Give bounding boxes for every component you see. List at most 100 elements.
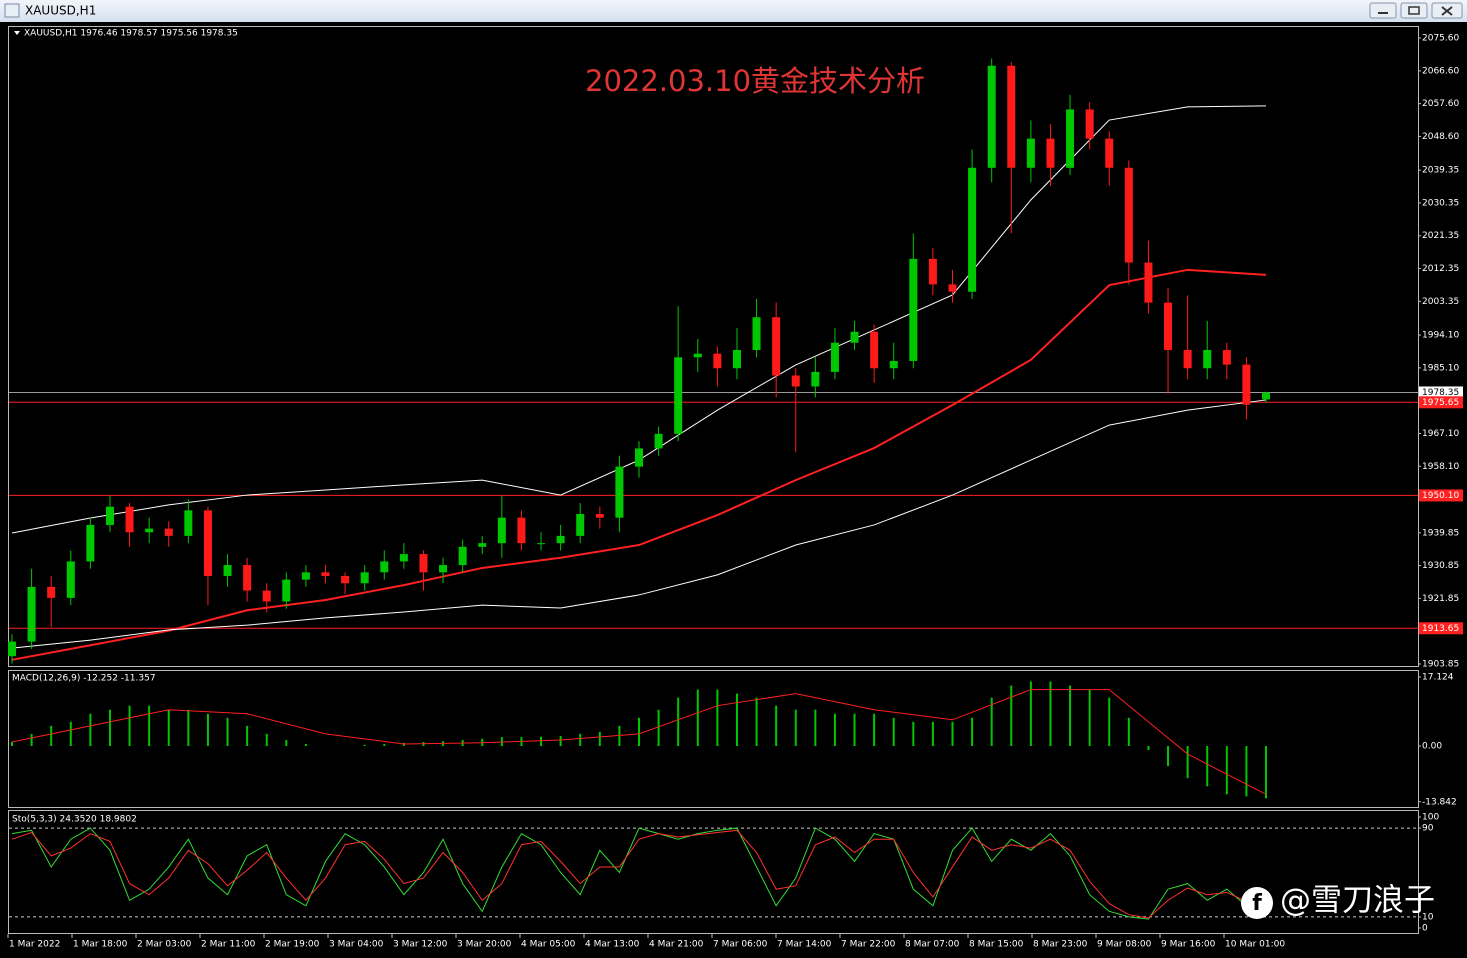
candle-body [654,433,663,449]
x-tick-label: 3 Mar 12:00 [393,940,448,950]
candle-body [105,506,114,525]
level-box [1419,622,1463,635]
candle-body [399,554,408,562]
y-tick-label: 2012.35 [1422,264,1459,274]
candle-body [439,565,448,573]
candle-body [86,524,95,562]
price-header: XAUUSD,H1 1976.46 1978.57 1975.56 1978.3… [24,29,238,39]
y-tick-label: 1903.85 [1422,659,1459,669]
x-tick-label: 7 Mar 14:00 [777,940,832,950]
y-tick-label: 17.124 [1422,672,1454,682]
candle-body [301,572,310,580]
main-panel-frame [8,26,1419,667]
candle-body [517,517,526,544]
x-tick-label: 3 Mar 04:00 [329,940,384,950]
x-tick-label: 7 Mar 22:00 [841,940,896,950]
x-tick-label: 4 Mar 21:00 [649,940,704,950]
candle-body [27,586,36,642]
macd-panel-frame [8,670,1419,808]
title-bar [0,0,1467,22]
analysis-title: 2022.03.10黄金技术分析 [585,64,925,98]
candle-body [1085,109,1094,139]
x-tick-label: 8 Mar 23:00 [1033,940,1088,950]
minimize-button[interactable] [1369,2,1397,19]
candle-body [1124,167,1133,263]
close-glyph [1441,6,1453,16]
candle-body [66,561,75,598]
y-tick-label: 100 [1422,812,1439,822]
candle-body [1144,262,1153,303]
candle-body [1066,109,1075,168]
y-tick-label: -13.842 [1422,797,1457,807]
macd-signal [11,689,1267,795]
restore-glyph [1408,6,1420,15]
candle-body [1183,350,1192,369]
candle-body [341,575,350,584]
candle-body [713,353,722,369]
candle-body [164,528,173,536]
y-tick-label: 1985.10 [1422,363,1459,373]
candle-body [282,579,291,602]
candle-body [419,554,428,573]
candle-body [537,543,546,545]
candle-body [870,331,879,369]
candle-body [948,284,957,292]
y-tick-label: 0 [1422,924,1428,934]
candle-body [223,565,232,576]
candle-body [615,466,624,518]
y-tick-label: 1958.10 [1422,462,1459,472]
x-tick-label: 10 Mar 01:00 [1225,940,1285,950]
candle-body [830,342,839,372]
candle-body [772,317,781,376]
candle-body [1222,350,1231,365]
collapse-arrow [14,31,20,35]
candle-body [8,641,16,657]
y-tick-label: 1921.85 [1422,594,1459,604]
x-tick-label: 8 Mar 07:00 [905,940,960,950]
x-tick-label: 2 Mar 11:00 [201,940,256,950]
y-tick-label: 1930.85 [1422,561,1459,571]
y-tick-label: 2048.60 [1422,132,1459,142]
x-tick-label: 9 Mar 16:00 [1161,940,1216,950]
candle-body [1105,138,1114,168]
candle-body [478,543,487,547]
level-label: 1913.65 [1422,624,1459,634]
candle-body [47,586,56,598]
watermark-icon [1241,887,1273,919]
candle-body [1203,350,1212,369]
sto-header: Sto(5,3,3) 24.3520 18.9802 [12,815,137,825]
x-tick-label: 2 Mar 03:00 [137,940,192,950]
x-tick-label: 4 Mar 05:00 [521,940,576,950]
restore-button[interactable] [1400,2,1428,19]
x-tick-label: 2 Mar 19:00 [265,940,320,950]
candle-body [732,350,741,369]
macd-header: MACD(12,26,9) -12.252 -11.357 [12,674,156,684]
level-label: 1950.10 [1422,491,1459,501]
window-buttons [1369,2,1463,19]
level-box [1419,489,1463,502]
watermark-text: @雪刀浪子 [1280,883,1435,919]
window-title: XAUUSD,H1 [25,4,96,18]
x-tick-label: 7 Mar 06:00 [713,940,768,950]
candle-body [811,371,820,387]
candle-body [752,317,761,351]
watermark-glyph: f [1252,891,1262,916]
candle-body [693,353,702,358]
y-tick-label: 2003.35 [1422,297,1459,307]
sto-panel-frame [8,810,1419,934]
candle-body [850,331,859,343]
candle-body [968,167,977,292]
moving-average [11,399,1267,649]
candle-body [556,535,565,544]
watermark: f @雪刀浪子 [1241,883,1435,919]
x-tick-label: 3 Mar 20:00 [457,940,512,950]
candle-body [1242,364,1251,405]
candle-body [791,375,800,387]
candle-body [1046,138,1055,168]
oscillator-line [11,827,1267,920]
candle-body [889,360,898,369]
candle-body [125,506,134,533]
x-tick-label: 4 Mar 13:00 [585,940,640,950]
x-tick-label: 9 Mar 08:00 [1097,940,1152,950]
